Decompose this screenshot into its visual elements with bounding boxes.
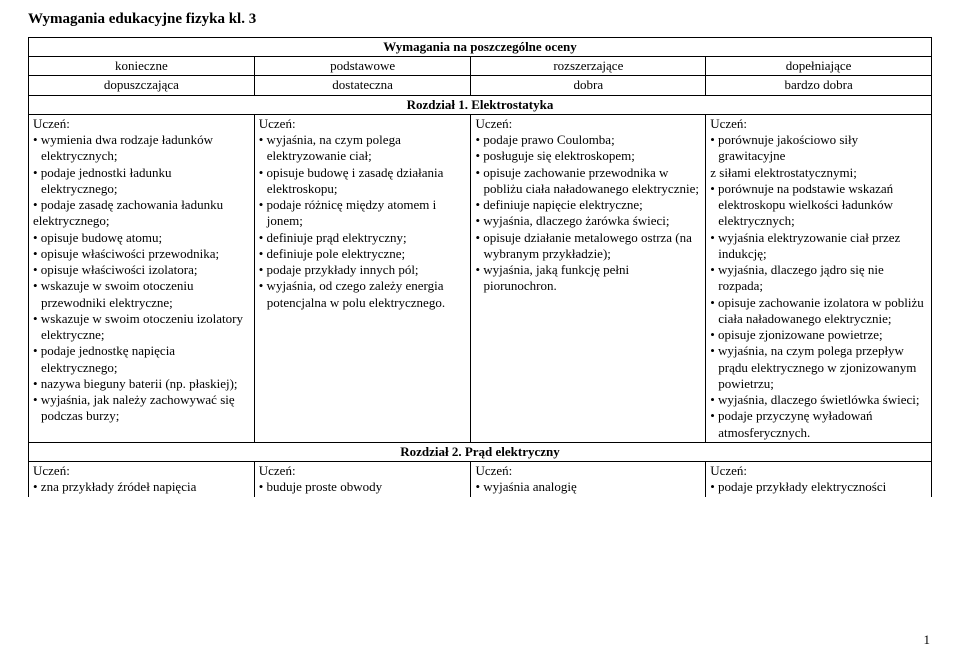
ch2-col1: Uczeń: • zna przykłady źródeł napięcia xyxy=(29,462,255,497)
ch2-col4-list: • podaje przykłady elektryczności xyxy=(710,479,927,495)
uczen-label: Uczeń: xyxy=(259,463,467,479)
list-item: • wyjaśnia, dlaczego jądro się nie rozpa… xyxy=(710,262,927,295)
list-item: • definiuje pole elektryczne; xyxy=(259,246,467,262)
uczen-label: Uczeń: xyxy=(259,116,467,132)
header-group-row: Wymagania na poszczególne oceny xyxy=(29,37,932,56)
ch1-col2-list: • wyjaśnia, na czym polega elektryzowani… xyxy=(259,132,467,311)
chapter1-title-row: Rozdział 1. Elektrostatyka xyxy=(29,95,932,114)
list-item: • wskazuje w swoim otoczeniu izolatory e… xyxy=(33,311,250,344)
ch2-col1-list: • zna przykłady źródeł napięcia xyxy=(33,479,250,495)
list-item: • buduje proste obwody xyxy=(259,479,467,495)
ch1-col4: Uczeń: • porównuje jakościowo siły grawi… xyxy=(706,114,932,442)
list-item: • opisuje właściwości izolatora; xyxy=(33,262,250,278)
ch1-col3-list: • podaje prawo Coulomba;• posługuje się … xyxy=(475,132,701,295)
list-item: • zna przykłady źródeł napięcia xyxy=(33,479,250,495)
list-item: • wyjaśnia, od czego zależy energia pote… xyxy=(259,278,467,311)
uczen-label: Uczeń: xyxy=(33,116,250,132)
list-item: • wymienia dwa rodzaje ładunków elektryc… xyxy=(33,132,250,165)
list-item: • opisuje budowę atomu; xyxy=(33,230,250,246)
uczen-label: Uczeń: xyxy=(475,463,701,479)
ch2-col2: Uczeń: • buduje proste obwody xyxy=(254,462,471,497)
ch2-col3-list: • wyjaśnia analogię xyxy=(475,479,701,495)
header-grades-row: dopuszczająca dostateczna dobra bardzo d… xyxy=(29,76,932,95)
list-item: • wyjaśnia, jak należy zachowywać się po… xyxy=(33,392,250,425)
ch1-col1: Uczeń: • wymienia dwa rodzaje ładunków e… xyxy=(29,114,255,442)
list-item: • definiuje napięcie elektryczne; xyxy=(475,197,701,213)
page-number: 1 xyxy=(924,632,931,648)
col-rozszerzajace: rozszerzające xyxy=(471,57,706,76)
list-item: • podaje prawo Coulomba; xyxy=(475,132,701,148)
list-item: • nazywa bieguny baterii (np. płaskiej); xyxy=(33,376,250,392)
list-item: • podaje jednostki ładunku elektrycznego… xyxy=(33,165,250,198)
ch1-col2: Uczeń: • wyjaśnia, na czym polega elektr… xyxy=(254,114,471,442)
ch1-col4-list: • porównuje jakościowo siły grawitacyjne… xyxy=(710,132,927,441)
list-item: • wyjaśnia, jaką funkcję pełni piorunoch… xyxy=(475,262,701,295)
list-item: • opisuje budowę i zasadę działania elek… xyxy=(259,165,467,198)
list-item: • podaje zasadę zachowania ładunku xyxy=(33,197,250,213)
list-item: • podaje przykłady innych pól; xyxy=(259,262,467,278)
ch2-col3: Uczeń: • wyjaśnia analogię xyxy=(471,462,706,497)
chapter2-title: Rozdział 2. Prąd elektryczny xyxy=(29,442,932,461)
list-item: • wyjaśnia analogię xyxy=(475,479,701,495)
ch1-col3: Uczeń: • podaje prawo Coulomba;• posługu… xyxy=(471,114,706,442)
list-item: • podaje różnicę między atomem i jonem; xyxy=(259,197,467,230)
list-item: • wyjaśnia, dlaczego żarówka świeci; xyxy=(475,213,701,229)
list-item: • podaje jednostkę napięcia elektryczneg… xyxy=(33,343,250,376)
list-item: • podaje przyczynę wyładowań atmosferycz… xyxy=(710,408,927,441)
list-item: • porównuje na podstawie wskazań elektro… xyxy=(710,181,927,230)
list-item: • wyjaśnia elektryzowanie ciał przez ind… xyxy=(710,230,927,263)
header-group: Wymagania na poszczególne oceny xyxy=(29,37,932,56)
uczen-label: Uczeń: xyxy=(475,116,701,132)
uczen-label: Uczeń: xyxy=(33,463,250,479)
list-item: • definiuje prąd elektryczny; xyxy=(259,230,467,246)
list-item: elektrycznego; xyxy=(33,213,250,229)
col-bardzo-dobra: bardzo dobra xyxy=(706,76,932,95)
chapter1-content-row: Uczeń: • wymienia dwa rodzaje ładunków e… xyxy=(29,114,932,442)
list-item: • opisuje właściwości przewodnika; xyxy=(33,246,250,262)
uczen-label: Uczeń: xyxy=(710,463,927,479)
uczen-label: Uczeń: xyxy=(710,116,927,132)
ch2-col4: Uczeń: • podaje przykłady elektryczności xyxy=(706,462,932,497)
col-dostateczna: dostateczna xyxy=(254,76,471,95)
page-title: Wymagania edukacyjne fizyka kl. 3 xyxy=(28,10,932,29)
col-dopelniajace: dopełniające xyxy=(706,57,932,76)
list-item: • podaje przykłady elektryczności xyxy=(710,479,927,495)
chapter2-title-row: Rozdział 2. Prąd elektryczny xyxy=(29,442,932,461)
list-item: • wskazuje w swoim otoczeniu przewodniki… xyxy=(33,278,250,311)
list-item: • opisuje zjonizowane powietrze; xyxy=(710,327,927,343)
chapter2-content-row: Uczeń: • zna przykłady źródeł napięcia U… xyxy=(29,462,932,497)
header-levels-row: konieczne podstawowe rozszerzające dopeł… xyxy=(29,57,932,76)
col-dobra: dobra xyxy=(471,76,706,95)
list-item: • posługuje się elektroskopem; xyxy=(475,148,701,164)
list-item: • wyjaśnia, dlaczego świetlówka świeci; xyxy=(710,392,927,408)
col-dopuszczajaca: dopuszczająca xyxy=(29,76,255,95)
ch1-col1-list: • wymienia dwa rodzaje ładunków elektryc… xyxy=(33,132,250,425)
requirements-table: Wymagania na poszczególne oceny konieczn… xyxy=(28,37,932,497)
list-item: • opisuje zachowanie izolatora w pobliżu… xyxy=(710,295,927,328)
chapter1-title: Rozdział 1. Elektrostatyka xyxy=(29,95,932,114)
ch2-col2-list: • buduje proste obwody xyxy=(259,479,467,495)
list-item: • porównuje jakościowo siły grawitacyjne xyxy=(710,132,927,165)
col-podstawowe: podstawowe xyxy=(254,57,471,76)
list-item: • wyjaśnia, na czym polega przepływ prąd… xyxy=(710,343,927,392)
list-item: • opisuje zachowanie przewodnika w pobli… xyxy=(475,165,701,198)
list-item: z siłami elektrostatycznymi; xyxy=(710,165,927,181)
list-item: • opisuje działanie metalowego ostrza (n… xyxy=(475,230,701,263)
col-konieczne: konieczne xyxy=(29,57,255,76)
list-item: • wyjaśnia, na czym polega elektryzowani… xyxy=(259,132,467,165)
